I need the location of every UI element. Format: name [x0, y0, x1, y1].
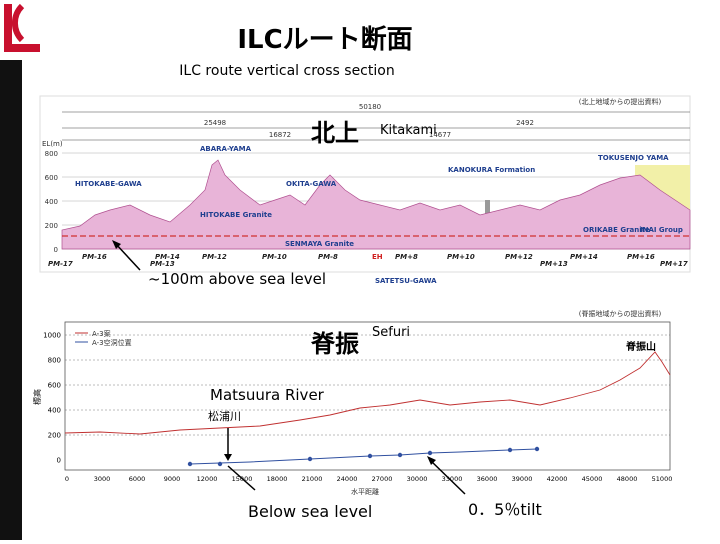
x-tick-label: 18000: [267, 475, 288, 483]
peak: 脊振山: [625, 340, 656, 353]
x-label: 水平距離: [351, 487, 379, 496]
x-tick-label: 3000: [94, 475, 111, 483]
source: (北上地域からの提出資料): [579, 97, 662, 106]
x-tick-label: 51000: [652, 475, 673, 483]
x-tick-label: 12000: [197, 475, 218, 483]
dim: 25498: [204, 119, 226, 127]
y-tick-label: 800: [45, 150, 58, 158]
arrow-head: [112, 240, 121, 249]
place: OKITA-GAWA: [286, 180, 337, 188]
x-tick-label: 27000: [372, 475, 393, 483]
place: SENMAYA Granite: [285, 240, 354, 248]
y-ticks: 1000 800 600 400 200 0: [43, 332, 61, 465]
x-tick-label: 33000: [442, 475, 463, 483]
marker: PM-10: [262, 253, 287, 261]
x-tick-label: 39000: [512, 475, 533, 483]
marker: PM-13: [150, 260, 175, 268]
logo-arc: [11, 3, 25, 43]
place: ABARA-YAMA: [200, 145, 252, 153]
x-tick-label: 6000: [129, 475, 146, 483]
marker: PM+14: [570, 253, 598, 261]
marker: PM-17: [48, 260, 73, 268]
marker: PM-16: [82, 253, 107, 261]
label-jp: 脊振: [310, 330, 359, 358]
y-tick-label: 200: [45, 222, 58, 230]
y-tick-label: 600: [48, 382, 61, 390]
place: TOKUSENJO YAMA: [598, 154, 669, 162]
place: ORIKABE Granite: [583, 226, 650, 234]
y-tick-label: 200: [48, 432, 61, 440]
place: HITOKABE Granite: [200, 211, 272, 219]
grid: [65, 334, 670, 436]
marker: PM+12: [505, 253, 533, 261]
dim: 14677: [429, 131, 451, 139]
x-tick-label: 36000: [477, 475, 498, 483]
marker: PM+17: [660, 260, 688, 268]
place: HITOKABE-GAWA: [75, 180, 142, 188]
marker: PM+16: [627, 253, 655, 261]
y-tick-label: 0: [57, 457, 61, 465]
x-tick-label: 42000: [547, 475, 568, 483]
marker: PM-12: [202, 253, 227, 261]
river-jp: 松浦川: [208, 409, 241, 423]
tunnel-points: [187, 446, 540, 467]
kitakami-chart: EL(m) 800 600 400 200 0 (北上地域からの提出資料) 50…: [39, 95, 691, 288]
y-tick-label: 1000: [43, 332, 61, 340]
place: KANOKURA Formation: [448, 166, 535, 174]
dim: 2492: [516, 119, 534, 127]
y-tick-label: 0: [54, 246, 58, 254]
sefuri-chart: A-3案 A-3空洞位置 (脊振地域からの提出資料) 脊振 Sefuri 脊振山…: [30, 304, 692, 521]
arrow-head: [224, 454, 232, 461]
arrow: [227, 465, 256, 491]
terrain-profile: [61, 159, 691, 250]
title: ILCルート断面: [237, 24, 412, 55]
x-tick-label: 30000: [407, 475, 428, 483]
markers: PM-17 PM-16 PM-14 PM-13 PM-12 PM-10 PM-8…: [48, 253, 688, 268]
arrow-head: [427, 456, 436, 465]
place: INAI Group: [640, 226, 683, 234]
dim: 50180: [359, 103, 381, 111]
marker: PM-14: [155, 253, 180, 261]
annotation: 0．5％tilt: [468, 500, 542, 519]
label-en: Kitakami: [380, 123, 437, 138]
label-en: Sefuri: [372, 325, 410, 340]
label-jp: 北上: [311, 119, 359, 147]
left-bar: [0, 60, 22, 540]
source: (脊振地域からの提出資料): [579, 309, 662, 318]
logo: [4, 4, 40, 52]
terrain-profile: [64, 351, 671, 435]
dim: 16872: [269, 131, 291, 139]
y-tick-label: 600: [45, 174, 58, 182]
place: SATETSU-GAWA: [375, 277, 437, 285]
legend-entry: A-3案: [92, 329, 111, 338]
river-en: Matsuura River: [210, 386, 325, 404]
y-label: EL(m): [42, 140, 63, 148]
marker: PM+13: [540, 260, 568, 268]
x-tick-label: 9000: [164, 475, 181, 483]
x-tick-label: 45000: [582, 475, 603, 483]
place: EH: [372, 253, 383, 261]
marker: PM-8: [318, 253, 338, 261]
arrow: [114, 242, 141, 271]
y-tick-label: 400: [45, 198, 58, 206]
y-tick-label: 400: [48, 407, 61, 415]
x-tick-label: 48000: [617, 475, 638, 483]
y-label: 標高: [32, 389, 42, 405]
x-tick-label: 24000: [337, 475, 358, 483]
x-tick-label: 0: [65, 475, 69, 483]
annotation: ~100m above sea level: [148, 270, 326, 288]
annotation: Below sea level: [248, 502, 372, 521]
subtitle: ILC route vertical cross section: [179, 63, 394, 79]
plot-area: [64, 321, 671, 471]
marker: PM+8: [395, 253, 418, 261]
marker: PM+10: [447, 253, 475, 261]
x-tick-label: 21000: [302, 475, 323, 483]
legend-entry: A-3空洞位置: [92, 338, 132, 347]
y-tick-label: 800: [48, 357, 61, 365]
arrow: [429, 459, 466, 495]
